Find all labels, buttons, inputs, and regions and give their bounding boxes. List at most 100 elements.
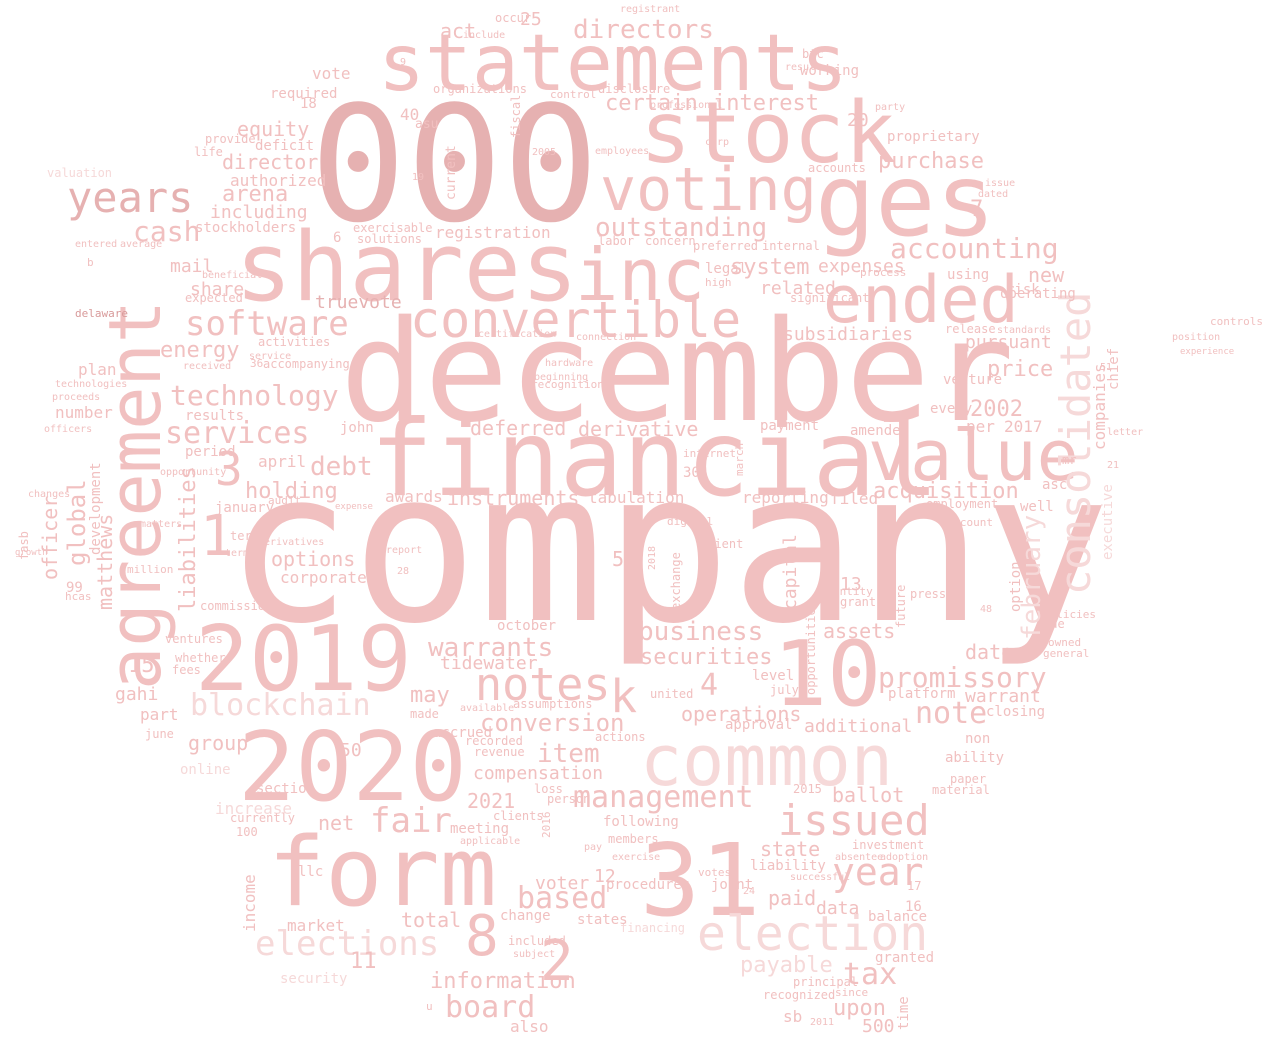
- cloud-word-filed: filed: [830, 489, 878, 508]
- cloud-word-9: 9: [400, 57, 406, 68]
- cloud-word-include: include: [463, 30, 505, 41]
- cloud-word-21: 21: [1107, 460, 1119, 471]
- cloud-word-ballot: ballot: [832, 783, 904, 807]
- cloud-word-terms: terms: [225, 548, 255, 559]
- cloud-word-commission: commission: [200, 599, 272, 613]
- cloud-word-software: software: [185, 304, 349, 344]
- cloud-word-net: net: [318, 811, 354, 835]
- cloud-word-dated: dated: [978, 189, 1008, 200]
- cloud-word-granted: granted: [875, 950, 934, 966]
- cloud-word-7: 7: [970, 197, 983, 222]
- cloud-word-members: members: [608, 832, 659, 846]
- cloud-word-future: future: [894, 585, 908, 628]
- cloud-word-position: position: [1172, 332, 1220, 343]
- cloud-word-subject: subject: [513, 949, 555, 960]
- cloud-word-12: 12: [594, 866, 616, 887]
- cloud-word-party: party: [875, 102, 905, 113]
- cloud-word-proprietary: proprietary: [887, 129, 980, 145]
- cloud-word-securities: securities: [640, 645, 772, 670]
- cloud-word-section: section: [256, 781, 315, 797]
- cloud-word-states: states: [577, 912, 628, 928]
- cloud-word-paid: paid: [768, 886, 816, 910]
- cloud-word-level: level: [752, 668, 794, 684]
- cloud-word-company: company: [225, 425, 1110, 670]
- cloud-word-october: october: [497, 618, 556, 634]
- cloud-word-ended: ended: [823, 263, 1019, 338]
- cloud-word-letter: letter: [1107, 427, 1143, 438]
- cloud-word-based: based: [517, 881, 607, 916]
- cloud-word-provide: provide: [205, 132, 256, 146]
- cloud-word-following: following: [603, 814, 679, 830]
- cloud-word-time: time: [896, 996, 912, 1030]
- cloud-word-opportunities: opportunities: [804, 601, 818, 695]
- cloud-word-revenue: revenue: [474, 745, 525, 759]
- cloud-word-group: group: [188, 731, 248, 755]
- cloud-word-issued: issued: [778, 796, 930, 845]
- cloud-word-results: results: [185, 408, 244, 424]
- cloud-word-income: income: [240, 874, 259, 932]
- cloud-word-procedures: procedures: [606, 877, 690, 893]
- cloud-word-stockholders: stockholders: [195, 220, 296, 236]
- cloud-word-equity: equity: [237, 117, 309, 141]
- cloud-word-authorized: authorized: [230, 171, 326, 190]
- cloud-word-share: share: [190, 279, 244, 300]
- cloud-word-term: term: [230, 529, 259, 543]
- cloud-word-april: april: [258, 452, 306, 471]
- cloud-word-employees: employees: [595, 146, 649, 157]
- cloud-word-b: b: [87, 256, 94, 269]
- cloud-word-40: 40: [400, 105, 419, 124]
- cloud-word-increase: increase: [215, 799, 292, 818]
- cloud-word-beneficial: beneficial: [202, 270, 262, 281]
- cloud-word-capital: capital: [780, 534, 801, 610]
- cloud-word-including: including: [210, 202, 308, 223]
- cloud-word-3: 3: [215, 442, 243, 496]
- cloud-word-liability: liability: [750, 858, 826, 874]
- cloud-word-sb: sb: [783, 1007, 802, 1026]
- cloud-word-convertible: convertible: [410, 291, 741, 349]
- cloud-word-client: client: [700, 537, 743, 551]
- cloud-word-asc: asc: [1042, 477, 1067, 493]
- cloud-word-matters: matters: [140, 519, 182, 530]
- cloud-word-registrant: registrant: [620, 4, 680, 15]
- cloud-word-year: year: [832, 850, 924, 894]
- cloud-word-joint: joint: [711, 877, 753, 893]
- cloud-word-technology: technology: [170, 379, 339, 412]
- cloud-word-payment: payment: [760, 418, 819, 434]
- cloud-word-operating: operating: [1000, 286, 1076, 302]
- cloud-word-period: period: [185, 444, 236, 460]
- cloud-word-inc: inc: [575, 233, 705, 317]
- cloud-word-john: john: [340, 420, 374, 436]
- cloud-word-promissory: promissory: [878, 661, 1047, 694]
- cloud-word-ventures: ventures: [165, 632, 223, 646]
- cloud-word-000: 000: [310, 71, 599, 258]
- cloud-word-reporting: reporting: [742, 488, 829, 507]
- cloud-word-vote: vote: [312, 64, 351, 83]
- cloud-word-energy: energy: [160, 338, 239, 363]
- cloud-word-proceeds: proceeds: [52, 392, 100, 403]
- cloud-word-system: system: [730, 255, 809, 280]
- cloud-word-approval: approval: [725, 717, 792, 733]
- cloud-word-concern: concern: [645, 234, 696, 248]
- cloud-word-policies: policies: [1043, 608, 1096, 621]
- cloud-word-internet: internet: [683, 447, 736, 460]
- cloud-word-fiscal: fiscal: [509, 95, 523, 138]
- cloud-word-warrant: warrant: [965, 686, 1041, 707]
- cloud-word-16: 16: [905, 899, 922, 915]
- cloud-word-executive: executive: [1100, 484, 1116, 560]
- cloud-word-management: management: [573, 780, 754, 815]
- cloud-word-assets: assets: [823, 619, 895, 643]
- cloud-word-fasb: fasb: [17, 531, 31, 560]
- cloud-word-legal: legal: [705, 261, 747, 277]
- cloud-word-elections: elections: [255, 924, 439, 964]
- cloud-word-received: received: [183, 361, 231, 372]
- cloud-word-stock: stock: [640, 84, 896, 183]
- cloud-word-pay: pay: [584, 842, 602, 853]
- cloud-word-clients: clients: [493, 809, 544, 823]
- cloud-word-2019: 2019: [195, 607, 412, 712]
- cloud-word-officer: officer: [38, 496, 62, 580]
- cloud-word-directors: directors: [573, 15, 714, 45]
- cloud-word-4: 4: [700, 668, 718, 703]
- cloud-word-u: u: [426, 1000, 433, 1013]
- cloud-word-operations: operations: [681, 702, 801, 726]
